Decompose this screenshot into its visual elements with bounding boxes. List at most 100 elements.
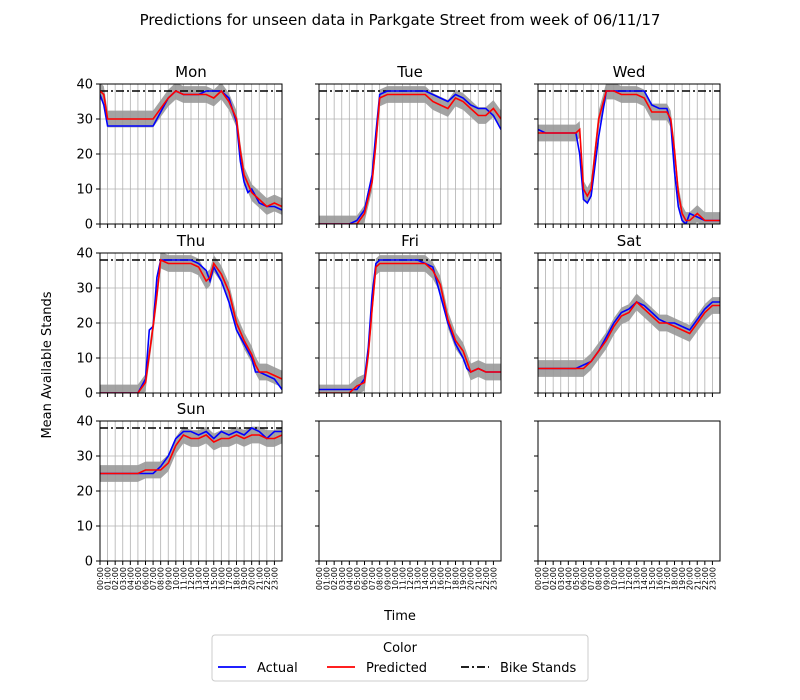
y-tick-label: 10 [76,183,93,198]
x-tick-label: 20:00 [248,567,257,590]
x-tick-label: 14:00 [202,567,211,590]
legend: Color Actual Predicted Bike Stands [211,634,589,682]
y-tick-label: 0 [85,387,93,402]
x-tick-label: 00:00 [315,567,324,590]
x-tick-label: 14:00 [640,567,649,590]
y-tick-label: 20 [76,317,93,332]
x-tick-label: 05:00 [134,567,143,590]
x-tick-label: 21:00 [255,567,264,590]
series-predicted-line [100,89,282,208]
x-tick-label: 11:00 [617,567,626,590]
series-actual-line [538,301,720,370]
confidence-band [100,253,282,393]
x-tick-label: 06:00 [580,567,589,590]
x-tick-label: 23:00 [489,567,498,590]
x-tick-label: 16:00 [436,567,445,590]
x-tick-label: 08:00 [595,567,604,590]
x-tick-label: 19:00 [240,567,249,590]
panel-empty-7: 00:0001:0002:0003:0004:0005:0006:0007:00… [315,420,502,590]
series-predicted-line [100,258,282,393]
legend-title: Color [383,641,418,656]
x-tick-label: 18:00 [452,567,461,590]
x-tick-label: 04:00 [564,567,573,590]
series-predicted-line [319,93,501,224]
chart-title: Predictions for unseen data in Parkgate … [140,11,661,29]
panel-title: Mon [175,63,207,81]
x-tick-label: 18:00 [233,567,242,590]
panel-frame [537,420,721,562]
x-tick-label: 14:00 [421,567,430,590]
x-tick-label: 21:00 [474,567,483,590]
x-tick-label: 00:00 [534,567,543,590]
series-predicted-line [100,433,282,475]
legend-entry-actual: Actual [218,661,298,676]
x-tick-label: 13:00 [414,567,423,590]
x-tick-label: 05:00 [353,567,362,590]
panel-sat: Sat [534,232,721,397]
x-tick-label: 12:00 [625,567,634,590]
x-tick-label: 06:00 [142,567,151,590]
x-tick-label: 22:00 [701,567,710,590]
x-tick-label: 12:00 [406,567,415,590]
x-tick-label: 20:00 [467,567,476,590]
series-actual-line [319,90,501,224]
panel-title: Fri [401,232,419,250]
x-tick-label: 03:00 [119,567,128,590]
x-tick-label: 10:00 [610,567,619,590]
x-tick-label: 21:00 [693,567,702,590]
x-tick-label: 19:00 [678,567,687,590]
x-tick-label: 16:00 [655,567,664,590]
x-tick-label: 02:00 [330,567,339,590]
x-tick-label: 10:00 [172,567,181,590]
x-tick-label: 13:00 [195,567,204,590]
panel-title: Thu [176,232,205,250]
x-tick-label: 09:00 [164,567,173,590]
legend-label: Predicted [366,661,427,676]
x-tick-label: 18:00 [671,567,680,590]
x-tick-label: 19:00 [459,567,468,590]
x-tick-label: 01:00 [104,567,113,590]
x-tick-label: 09:00 [602,567,611,590]
x-tick-label: 07:00 [587,567,596,590]
x-tick-label: 11:00 [398,567,407,590]
legend-label: Actual [257,661,298,676]
x-tick-label: 08:00 [376,567,385,590]
y-tick-label: 0 [85,218,93,233]
x-tick-label: 01:00 [323,567,332,590]
x-tick-label: 02:00 [111,567,120,590]
x-tick-label: 07:00 [149,567,158,590]
x-tick-label: 03:00 [338,567,347,590]
x-tick-label: 23:00 [708,567,717,590]
y-tick-label: 40 [76,247,93,262]
panel-title: Wed [613,63,646,81]
x-tick-label: 17:00 [444,567,453,590]
x-tick-label: 04:00 [345,567,354,590]
x-tick-label: 12:00 [187,567,196,590]
x-tick-label: 07:00 [368,567,377,590]
x-tick-label: 00:00 [96,567,105,590]
x-tick-label: 22:00 [482,567,491,590]
confidence-band [100,84,282,215]
x-tick-label: 03:00 [557,567,566,590]
series-actual-line [100,427,282,475]
panel-thu: Thu 0 10 20 30 40 [76,232,283,402]
y-axis-label: Mean Available Stands [40,291,55,438]
y-tick-label: 20 [76,485,93,500]
panel-empty-8: 00:0001:0002:0003:0004:0005:0006:0007:00… [534,420,721,590]
x-tick-label: 22:00 [263,567,272,590]
x-tick-label: 08:00 [157,567,166,590]
y-tick-label: 40 [76,415,93,430]
x-tick-label: 23:00 [270,567,279,590]
y-tick-label: 10 [76,520,93,535]
panel-title: Sun [177,400,206,418]
x-tick-label: 05:00 [572,567,581,590]
x-tick-label: 01:00 [542,567,551,590]
legend-entry-bike-stands: Bike Stands [461,661,577,676]
y-tick-label: 30 [76,113,93,128]
panel-sun: Sun 0 10 20 30 40 00:0001:0002:0003:0004:0005:… [76,400,283,590]
series-predicted-line [319,262,501,393]
legend-entry-predicted: Predicted [327,661,427,676]
series-predicted-line [538,90,720,222]
x-tick-label: 10:00 [391,567,400,590]
